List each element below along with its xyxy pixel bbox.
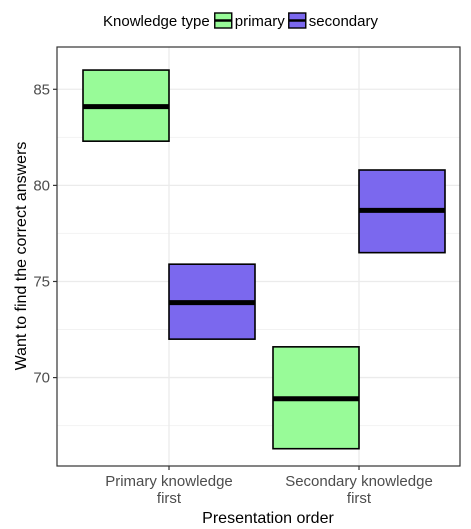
x-axis-title: Presentation order <box>202 510 334 527</box>
y-axis: 70 75 80 85 <box>33 81 57 387</box>
legend: Knowledge type primary secondary <box>103 12 379 30</box>
legend-title: Knowledge type <box>103 13 210 30</box>
y-tick-label: 85 <box>33 81 50 98</box>
y-tick-label: 70 <box>33 370 50 387</box>
y-tick-label: 75 <box>33 273 50 290</box>
y-tick-label: 80 <box>33 177 50 194</box>
panel-border <box>56 46 461 467</box>
x-axis: Primary knowledge first Secondary knowledg… <box>105 466 433 507</box>
crossbars <box>82 69 446 450</box>
x-tick-label: Secondary knowledge first <box>285 473 433 507</box>
x-tick-label: Primary knowledge first <box>105 473 233 507</box>
legend-label-secondary: secondary <box>309 13 379 30</box>
legend-label-primary: primary <box>235 13 286 30</box>
y-axis-title: Want to find the correct answers <box>13 142 30 371</box>
